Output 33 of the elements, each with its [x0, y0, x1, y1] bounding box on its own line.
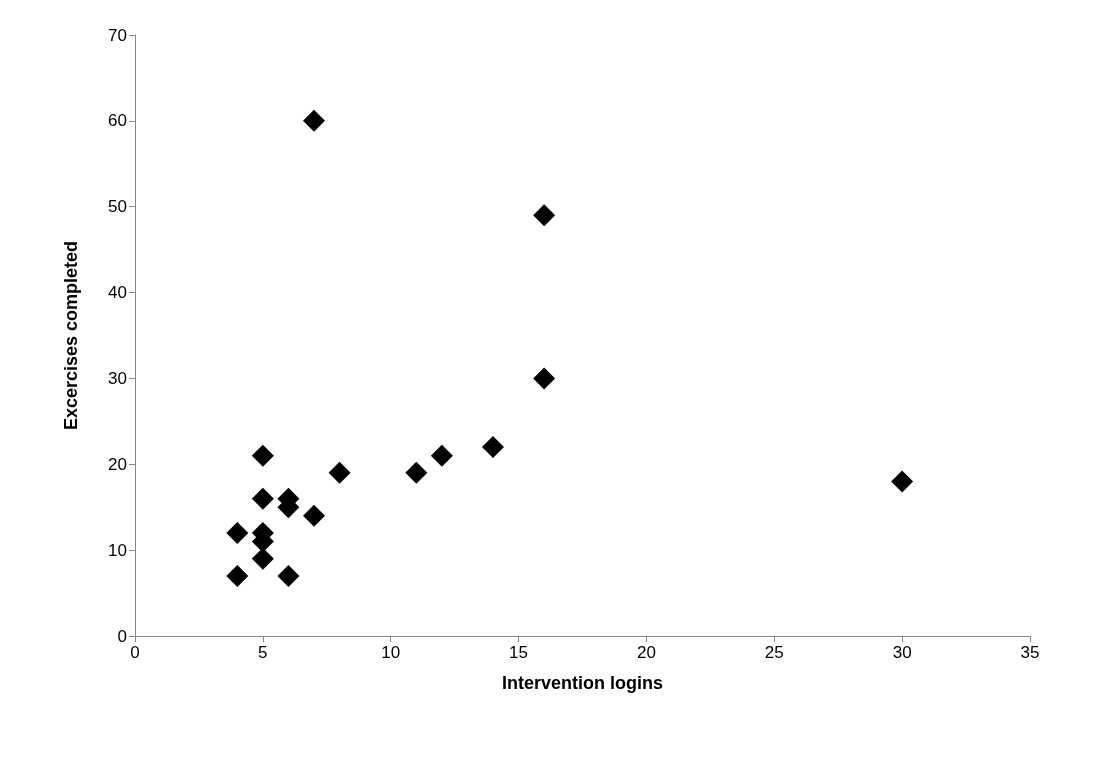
point [891, 470, 914, 493]
x-tick-label: 15 [509, 643, 529, 662]
point [405, 461, 428, 484]
point [482, 436, 504, 459]
y-tick-label: 50 [108, 197, 127, 217]
point [328, 461, 351, 484]
y-tick-label: 20 [108, 454, 127, 474]
y-tick-label: 10 [108, 540, 127, 560]
point [251, 444, 274, 467]
x-axis-title: Intervention logins [501, 673, 664, 693]
y-tick-label: 70 [108, 25, 127, 45]
x-tick-label: 30 [892, 643, 912, 662]
point [430, 444, 453, 467]
y-axis-title: Excercises completed [61, 240, 81, 431]
point [226, 521, 249, 544]
point [303, 504, 325, 527]
x-tick-label: 20 [636, 643, 656, 662]
x-tick-label: 10 [381, 643, 401, 662]
point [533, 204, 556, 227]
point [251, 487, 274, 510]
point [533, 367, 556, 390]
y-tick-label: 40 [108, 283, 127, 303]
x-tick-label: 35 [1020, 643, 1040, 662]
point [226, 564, 249, 587]
point [277, 564, 300, 587]
y-tick-label: 0 [117, 626, 127, 646]
point [303, 109, 325, 132]
point [251, 547, 274, 570]
x-tick-label: 5 [258, 643, 268, 662]
x-tick-label: 0 [130, 643, 140, 662]
x-tick-label: 25 [764, 643, 784, 662]
y-tick-label: 30 [108, 368, 127, 388]
y-tick-label: 60 [108, 111, 127, 131]
